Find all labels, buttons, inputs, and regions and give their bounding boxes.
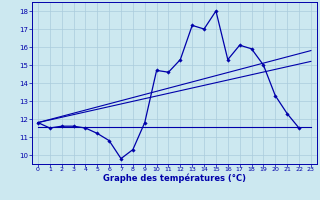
X-axis label: Graphe des températures (°C): Graphe des températures (°C) bbox=[103, 174, 246, 183]
